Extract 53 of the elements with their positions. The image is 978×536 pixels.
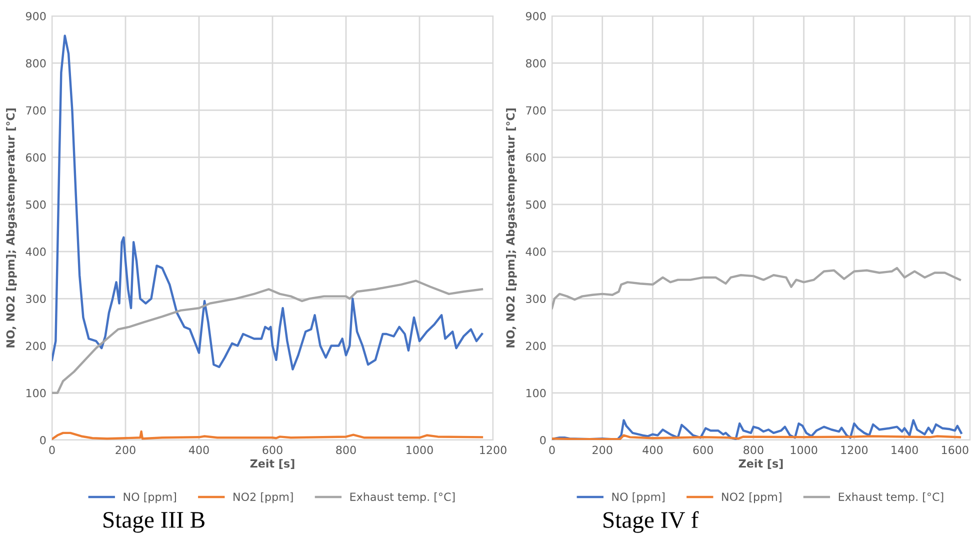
y-tick-label: 500 (26, 200, 46, 209)
line-series (52, 430, 484, 440)
x-tick-label: 1600 (942, 446, 968, 454)
y-tick-label: 600 (26, 153, 46, 162)
x-tick-label: 1000 (790, 446, 818, 454)
y-tick-label: 900 (526, 12, 546, 20)
y-tick-label: 100 (26, 388, 46, 398)
legend-label: Exhaust temp. [°C] (350, 492, 455, 504)
line-series (52, 34, 484, 370)
x-tick-label: 800 (744, 446, 764, 454)
y-tick-label: 200 (26, 342, 46, 350)
y-tick-label: 800 (26, 59, 46, 68)
y-tick-label: 900 (26, 12, 46, 20)
x-tick-label: 1000 (406, 446, 433, 454)
line-series (52, 280, 484, 394)
line-series (552, 266, 962, 310)
y-tick-label: 0 (40, 436, 46, 444)
line-series (552, 419, 962, 440)
y-tick-label: 500 (526, 200, 546, 209)
y-tick-label: 400 (26, 248, 46, 256)
x-axis-title: Zeit [s] (250, 459, 294, 469)
y-axis-title: NO, NO2 [ppm]; Abgastemperatur [°C] (506, 108, 517, 348)
x-tick-label: 600 (693, 446, 713, 454)
y-axis-title: NO, NO2 [ppm]; Abgastemperatur [°C] (6, 108, 17, 348)
y-tick-label: 800 (526, 59, 546, 68)
x-tick-label: 800 (336, 446, 356, 454)
x-tick-label: 400 (188, 446, 209, 454)
x-tick-label: 0 (549, 446, 555, 454)
legend-label: NO2 [ppm] (722, 492, 782, 504)
y-tick-label: 100 (526, 388, 546, 398)
x-tick-label: 200 (592, 446, 612, 454)
x-tick-label: 600 (262, 446, 282, 454)
legend-label: Exhaust temp. [°C] (838, 492, 944, 504)
y-tick-label: 0 (540, 436, 546, 444)
text: Stage IV f (604, 511, 699, 533)
x-tick-label: 400 (642, 446, 663, 454)
y-tick-label: 300 (26, 294, 46, 304)
x-tick-label: 0 (49, 446, 55, 454)
x-tick-label: 200 (116, 446, 136, 454)
y-tick-label: 700 (526, 106, 546, 115)
x-tick-label: 1200 (841, 446, 868, 454)
legend-label: NO2 [ppm] (234, 492, 293, 504)
legend-label: NO [ppm] (612, 492, 664, 504)
y-tick-label: 700 (26, 106, 46, 115)
y-tick-label: 600 (526, 153, 546, 162)
legend-label: NO [ppm] (124, 492, 176, 504)
y-tick-label: 300 (526, 294, 546, 304)
x-tick-label: 1400 (892, 446, 918, 454)
text: Stage III B (104, 512, 204, 533)
y-tick-label: 200 (526, 342, 546, 350)
y-tick-label: 400 (526, 248, 546, 256)
x-tick-label: 1200 (480, 446, 506, 454)
x-axis-title: Zeit [s] (738, 459, 783, 469)
